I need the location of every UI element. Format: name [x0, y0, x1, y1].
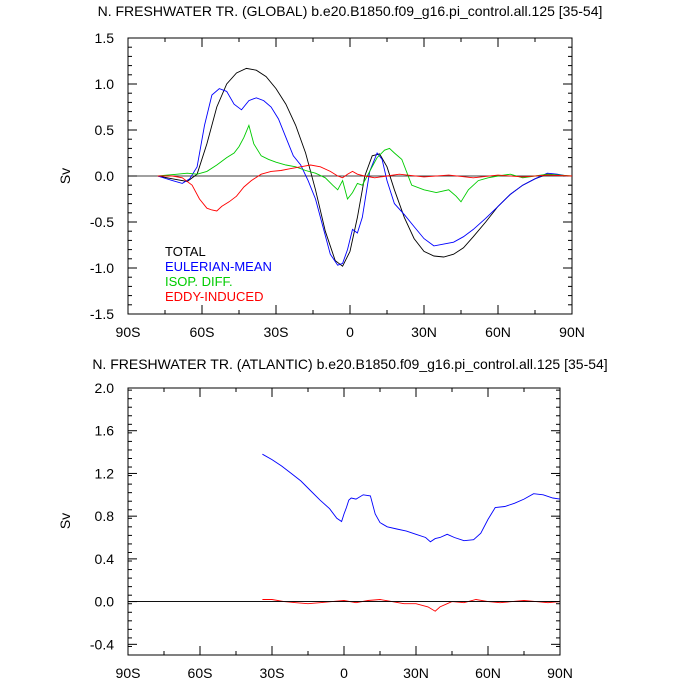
global-plot-area: 90S 60S 30S 0 30N 60N 90N -1.5 -1.0 -0.5 0.0 0.5 1.0… — [90, 30, 585, 340]
y-tick-label: 1.0 — [95, 76, 115, 92]
series-line-series-1 — [262, 599, 561, 612]
y-tick-label: 0.5 — [95, 122, 115, 138]
atlantic-plot-area: 90S 60S 30S 0 30N 60N 90N -0.4 0.0 0.4 0.8 1.2 1.6 2.… — [90, 380, 573, 681]
series-line-eddy-induced — [157, 164, 573, 212]
plot-frame — [127, 387, 561, 656]
x-tick-label: 90N — [559, 324, 585, 340]
y-tick-label: 1.2 — [95, 465, 115, 481]
x-tick-label: 30N — [411, 324, 437, 340]
legend-entry: TOTAL — [165, 244, 206, 259]
global-title: N. FRESHWATER TR. (GLOBAL) b.e20.B1850.f… — [98, 3, 603, 19]
legend-entry: ISOP. DIFF. — [165, 274, 233, 289]
y-tick-label: -1.5 — [90, 306, 114, 322]
global-ylabel: Sv — [57, 168, 73, 184]
legend-entry: EULERIAN-MEAN — [165, 259, 272, 274]
y-tick-label: -1.0 — [90, 260, 114, 276]
x-tick-label: 60S — [188, 665, 213, 681]
x-tick-label: 90N — [547, 665, 573, 681]
y-tick-label: 1.5 — [95, 30, 115, 46]
y-tick-label: 2.0 — [95, 380, 115, 396]
x-tick-label: 60N — [485, 324, 511, 340]
x-tick-label: 60N — [475, 665, 501, 681]
global-panel: N. FRESHWATER TR. (GLOBAL) b.e20.B1850.f… — [57, 3, 602, 340]
x-tick-label: 30S — [260, 665, 285, 681]
atlantic-ylabel: Sv — [57, 513, 73, 529]
x-tick-label: 90S — [116, 665, 141, 681]
series-line-series-0 — [262, 453, 561, 543]
y-tick-label: 0.0 — [95, 594, 115, 610]
series-line-isop-diff- — [157, 124, 573, 203]
legend-entry: EDDY-INDUCED — [165, 289, 263, 304]
series-line-eulerian-mean — [157, 88, 568, 266]
atlantic-title: N. FRESHWATER TR. (ATLANTIC) b.e20.B1850… — [92, 356, 607, 372]
y-tick-label: -0.5 — [90, 214, 114, 230]
atlantic-panel: N. FRESHWATER TR. (ATLANTIC) b.e20.B1850… — [57, 356, 608, 681]
y-tick-label: 0.8 — [95, 508, 115, 524]
x-tick-label: 30S — [264, 324, 289, 340]
x-tick-label: 30N — [403, 665, 429, 681]
y-tick-label: -0.4 — [90, 636, 114, 652]
x-tick-label: 90S — [116, 324, 141, 340]
y-tick-label: 0.0 — [95, 168, 115, 184]
x-tick-label: 0 — [346, 324, 354, 340]
y-tick-label: 0.4 — [95, 551, 115, 567]
x-tick-label: 0 — [340, 665, 348, 681]
x-tick-label: 60S — [190, 324, 215, 340]
y-tick-label: 1.6 — [95, 423, 115, 439]
series-line-total — [157, 67, 568, 267]
